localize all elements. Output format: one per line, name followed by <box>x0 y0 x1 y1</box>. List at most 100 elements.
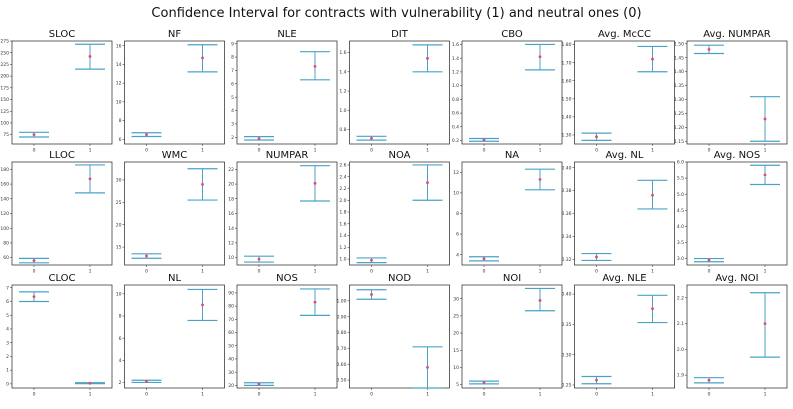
panel-avg-nle: Avg. NLE 0.25 0.30 0.35 0.40 0 1 <box>561 273 675 398</box>
panel-avg-numpar: Avg. NUMPAR 1.15 1.20 1.25 1.30 1.35 1.40 1.45 1… <box>674 29 788 154</box>
x-tick-label: 0 <box>595 148 598 154</box>
mean-point <box>257 382 261 386</box>
y-tick-label: 150 <box>0 97 9 103</box>
panel-title: Avg. NLE <box>602 273 646 284</box>
y-tick-label: 1.30 <box>561 133 571 139</box>
mean-point <box>370 293 373 296</box>
y-tick-label: 3 <box>6 340 9 346</box>
panel-dit: DIT 0.8 1.0 1.2 1.4 1.6 0 1 <box>339 29 450 154</box>
mean-point <box>313 181 317 185</box>
y-tick-label: 1.6 <box>339 50 346 56</box>
x-tick-label: 0 <box>33 269 36 275</box>
y-tick-label: 1.25 <box>674 111 684 117</box>
x-tick-label: 1 <box>201 148 204 154</box>
panel-title: NA <box>505 150 519 161</box>
x-tick-label: 1 <box>89 269 92 275</box>
panel-title: NF <box>168 29 181 40</box>
y-tick-label: 60 <box>3 255 9 261</box>
panel-cbo: CBO 0.2 0.4 0.6 0.8 1.0 1.2 1.4 1.6 0 1 <box>452 29 563 154</box>
figure-title: Confidence Interval for contracts with v… <box>151 6 642 21</box>
panel-nle: NLE 2 3 4 5 6 7 8 9 0 1 <box>231 29 338 154</box>
x-tick-label: 0 <box>483 392 486 398</box>
y-tick-label: 80 <box>3 241 9 247</box>
y-tick-label: 15 <box>453 348 459 354</box>
y-tick-label: 1.0 <box>452 83 459 89</box>
y-tick-label: 30 <box>116 178 122 184</box>
panel-title: Avg. McCC <box>598 29 651 40</box>
y-tick-label: 1.4 <box>339 69 346 75</box>
x-tick-label: 1 <box>89 392 92 398</box>
y-tick-label: 2 <box>231 135 234 141</box>
x-tick-label: 0 <box>33 392 36 398</box>
y-tick-label: 4 <box>231 108 234 114</box>
y-tick-label: 1.2 <box>452 70 459 76</box>
y-tick-label: 70 <box>228 317 234 323</box>
y-tick-label: 6 <box>119 137 122 143</box>
x-tick-label: 0 <box>370 392 373 398</box>
mean-point <box>482 138 486 142</box>
mean-point <box>482 257 486 261</box>
x-tick-label: 1 <box>539 148 542 154</box>
axes-frame <box>11 284 113 389</box>
x-tick-label: 0 <box>708 392 711 398</box>
mean-point <box>707 378 711 382</box>
y-tick-label: 0.60 <box>336 362 346 368</box>
mean-point <box>145 379 148 383</box>
axes-frame <box>574 284 675 389</box>
y-tick-label: 40 <box>228 357 234 363</box>
y-tick-label: 25 <box>116 200 122 206</box>
y-tick-label: 6 <box>6 299 9 305</box>
x-tick-label: 1 <box>651 148 654 154</box>
y-tick-label: 100 <box>0 226 9 232</box>
mean-point <box>595 255 598 259</box>
y-tick-label: 1.40 <box>561 114 571 120</box>
y-tick-label: 0.36 <box>561 211 571 217</box>
y-tick-label: 1.8 <box>339 210 346 216</box>
x-tick-label: 0 <box>145 148 148 154</box>
y-tick-label: 2.6 <box>339 163 346 169</box>
x-tick-label: 1 <box>539 392 542 398</box>
axes-frame <box>461 40 563 145</box>
y-tick-label: 90 <box>228 291 234 297</box>
mean-point <box>595 135 598 139</box>
y-tick-label: 1.50 <box>674 41 684 47</box>
axes-frame <box>124 284 225 389</box>
axes-frame <box>349 161 450 266</box>
x-tick-label: 0 <box>258 392 261 398</box>
y-tick-label: 5 <box>456 382 459 388</box>
mean-point <box>370 258 373 262</box>
mean-point <box>257 257 261 261</box>
y-tick-label: 100 <box>0 121 9 127</box>
mean-point <box>88 55 92 58</box>
y-tick-label: 50 <box>228 343 234 349</box>
y-tick-label: 2.2 <box>677 295 684 301</box>
x-tick-label: 0 <box>145 269 148 275</box>
y-tick-label: 0 <box>6 381 9 387</box>
y-tick-label: 140 <box>0 196 9 202</box>
y-tick-label: 1.45 <box>674 55 684 61</box>
panel-nos: NOS 20 30 40 50 60 70 80 90 0 1 <box>228 273 338 398</box>
y-tick-label: 1.20 <box>674 125 684 131</box>
mean-point <box>538 299 542 302</box>
panel-title: CLOC <box>48 273 75 284</box>
axes-frame <box>574 161 675 266</box>
y-tick-label: 10 <box>453 191 459 197</box>
y-tick-label: 175 <box>0 85 9 91</box>
panel-title: Avg. NOI <box>715 273 758 284</box>
y-tick-label: 0.34 <box>561 234 571 240</box>
panel-title: NOI <box>503 273 521 284</box>
mean-point <box>426 56 429 60</box>
y-tick-label: 1 <box>6 368 9 374</box>
y-tick-label: 10 <box>228 255 234 261</box>
panel-lloc: LLOC 60 80 100 120 140 160 180 0 1 <box>0 150 113 275</box>
panel-title: Avg. NUMPAR <box>703 29 771 40</box>
x-tick-label: 1 <box>426 392 429 398</box>
mean-point <box>538 178 542 181</box>
y-tick-label: 6 <box>119 336 122 342</box>
x-tick-label: 1 <box>651 269 654 275</box>
panel-title: Avg. NL <box>606 150 644 161</box>
axes-frame <box>574 40 675 145</box>
x-tick-label: 0 <box>483 148 486 154</box>
mean-point <box>426 366 429 369</box>
y-tick-label: 16 <box>228 211 234 217</box>
